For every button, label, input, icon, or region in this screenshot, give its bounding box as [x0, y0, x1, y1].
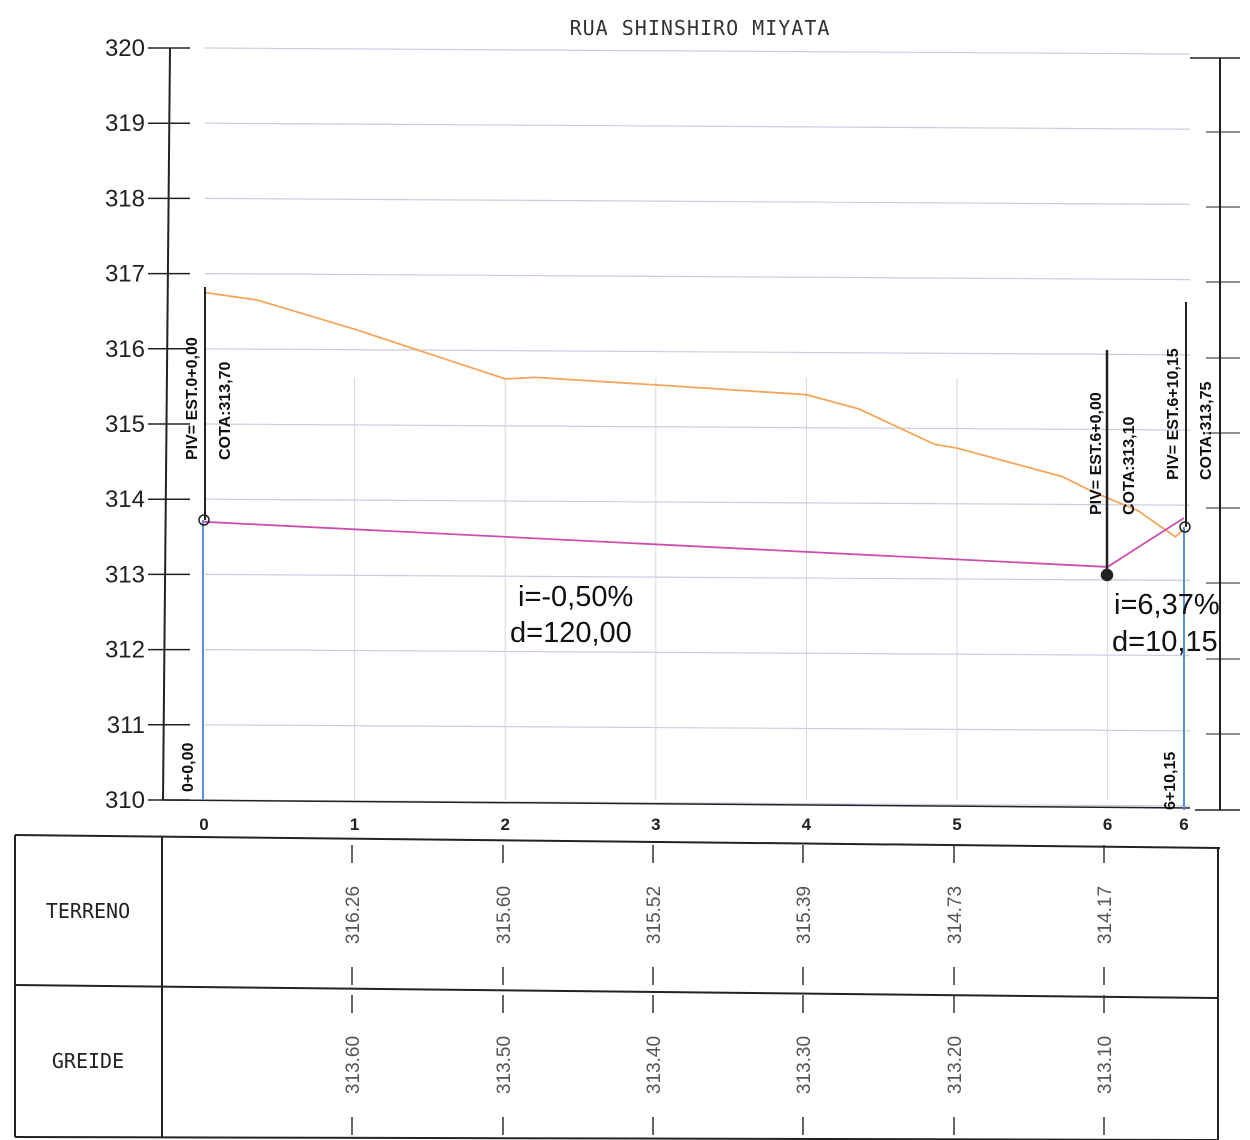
- y-tick-label: 315: [105, 411, 145, 438]
- x-tick-label: 0: [199, 815, 208, 834]
- piv-0-label: PIV= EST.0+0,00: [184, 337, 201, 460]
- grade-line: [203, 517, 1185, 568]
- piv-labels: PIV= EST.0+0,00 COTA:313,70 0+0,00 PIV= …: [180, 337, 1215, 810]
- terrain-line: [203, 291, 1185, 538]
- y-axis-line: [162, 47, 171, 801]
- y-tick-label: 314: [105, 486, 145, 513]
- grid-line-h: [204, 573, 1191, 582]
- x-tick-label: 6: [1103, 815, 1112, 834]
- piv-marker-610: [1179, 521, 1191, 533]
- grid-line-h: [204, 648, 1191, 657]
- x-axis-line: [162, 799, 1191, 809]
- terreno-value: 315.52: [644, 886, 665, 944]
- greide-value: 313.50: [494, 1036, 515, 1094]
- greide-value: 313.60: [343, 1036, 364, 1094]
- grid-lines: [204, 47, 1191, 807]
- y-tick-label: 320: [105, 35, 145, 62]
- x-axis: 0 1 2 3 4 5 6 6: [162, 799, 1191, 834]
- y-tick-label: 312: [105, 637, 145, 664]
- x-tick-label: 6: [1179, 815, 1188, 834]
- right-frame: [1190, 57, 1240, 811]
- x-tick-label: 5: [952, 815, 961, 834]
- slope-1-i: i=-0,50%: [518, 581, 633, 613]
- terreno-value: 316.26: [343, 886, 364, 944]
- table-cells: 316.26 315.60 315.52 315.39 314.73 314.17 313.…: [343, 845, 1116, 1135]
- grid-line-h: [204, 197, 1191, 205]
- y-tick-label: 318: [105, 185, 145, 212]
- greide-value: 313.40: [644, 1036, 665, 1094]
- piv-610-station: 6+10,15: [1162, 752, 1179, 810]
- piv-6-cota: COTA:313,10: [1121, 416, 1138, 515]
- slope-annotations: i=-0,50% d=120,00 i=6,37% d=10,15: [510, 581, 1220, 658]
- x-tick-label: 3: [651, 815, 660, 834]
- y-tick-label: 313: [105, 561, 145, 588]
- x-tick-label: 2: [500, 815, 509, 834]
- piv-lines: [198, 287, 1191, 810]
- grid-line-h: [204, 348, 1191, 356]
- piv-marker-6: [1100, 568, 1114, 582]
- grid-line-h: [204, 122, 1191, 130]
- terreno-value: 315.60: [494, 886, 515, 944]
- piv-marker-0: [198, 514, 210, 526]
- piv-0-station: 0+0,00: [180, 743, 197, 792]
- row-label-terreno: TERRENO: [46, 899, 130, 923]
- y-tick-label: 319: [105, 110, 145, 137]
- terreno-value: 314.17: [1095, 886, 1116, 944]
- slope-2-i: i=6,37%: [1114, 589, 1220, 621]
- y-tick-label: 311: [107, 712, 145, 739]
- greide-value: 313.20: [945, 1036, 966, 1094]
- drawing-title: RUA SHINSHIRO MIYATA: [570, 16, 831, 40]
- grid-line-h: [204, 724, 1191, 732]
- row-label-greide: GREIDE: [52, 1049, 124, 1073]
- y-tick-label: 310: [105, 787, 145, 814]
- grid-line-h: [204, 47, 1191, 55]
- data-table: TERRENO GREIDE 316.26 315.60 315.52 315.39 3…: [14, 834, 1221, 1140]
- slope-2-d: d=10,15: [1112, 626, 1218, 658]
- y-tick-label: 317: [105, 261, 145, 288]
- terreno-value: 314.73: [945, 886, 966, 944]
- y-tick-label: 316: [105, 336, 145, 363]
- slope-1-d: d=120,00: [510, 617, 632, 649]
- piv-610-cota: COTA:313,75: [1198, 381, 1215, 480]
- greide-value: 313.30: [794, 1036, 815, 1094]
- grid-line-h: [204, 423, 1191, 431]
- x-tick-label: 4: [802, 815, 812, 834]
- grid-line-h: [204, 273, 1191, 281]
- y-axis: 310 311 312 313 314 315 316 317 318 319 320: [105, 35, 190, 814]
- piv-610-label: PIV= EST.6+10,15: [1165, 348, 1182, 480]
- grid-line-h: [204, 498, 1191, 506]
- x-tick-label: 1: [350, 815, 359, 834]
- terreno-value: 315.39: [794, 886, 815, 944]
- piv-6-label: PIV= EST.6+0,00: [1088, 392, 1105, 515]
- piv-0-cota: COTA:313,70: [217, 361, 234, 460]
- greide-value: 313.10: [1095, 1036, 1116, 1094]
